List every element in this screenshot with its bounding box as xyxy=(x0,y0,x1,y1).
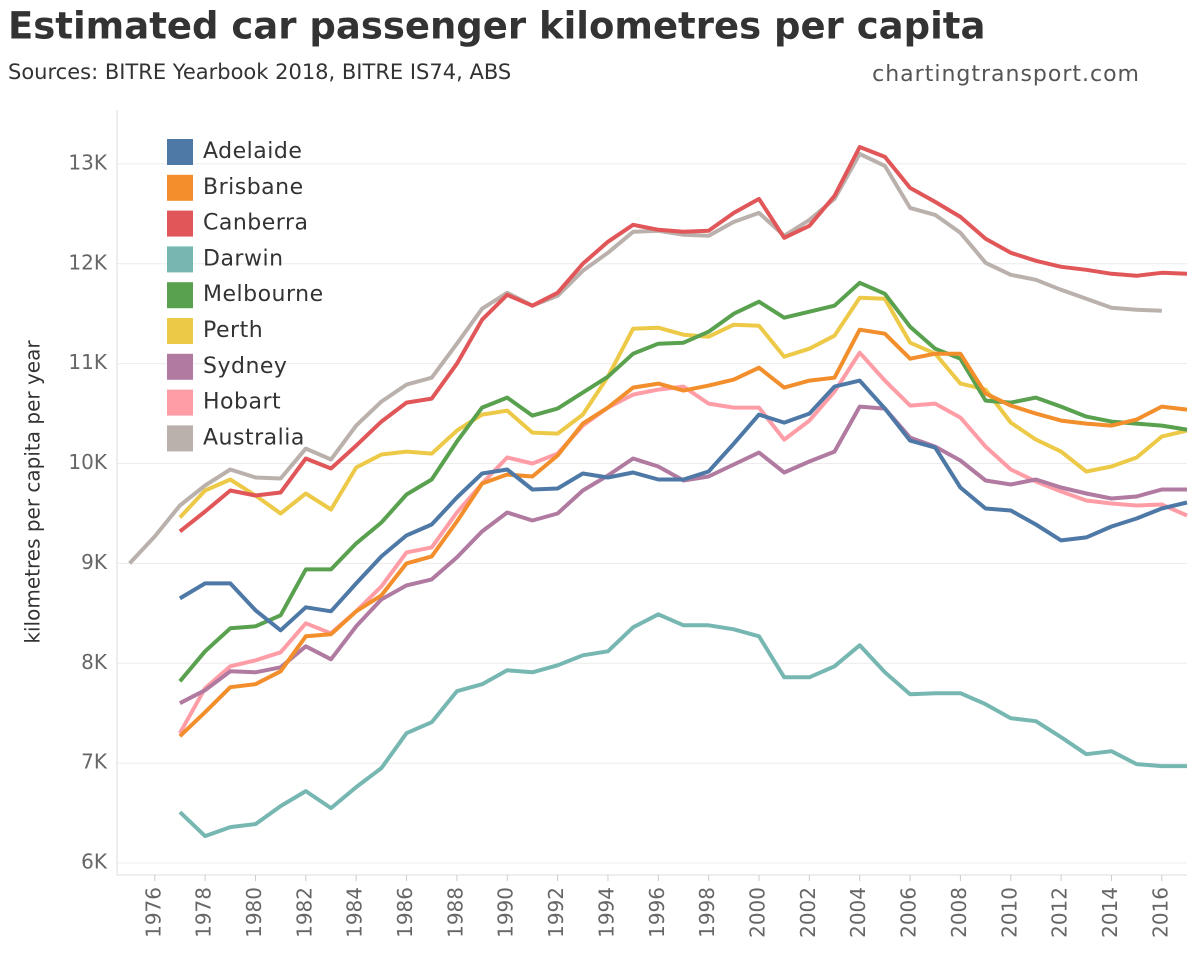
series-line xyxy=(178,350,1188,735)
y-tick-label: 8K xyxy=(81,650,108,674)
series-line xyxy=(178,612,1187,839)
x-tick-label: 1994 xyxy=(594,887,618,938)
x-tick-label: 2014 xyxy=(1098,887,1122,938)
x-tick-label: 2010 xyxy=(997,887,1021,938)
chart-subtitle: Sources: BITRE Yearbook 2018, BITRE IS74… xyxy=(8,60,511,84)
source: chartingtransport.com xyxy=(872,62,1140,87)
x-tick-label: 2012 xyxy=(1048,887,1072,938)
legend-label: Australia xyxy=(203,425,305,450)
y-tick-label: 11K xyxy=(68,350,107,374)
chart-title: Estimated car passenger kilometres per c… xyxy=(8,5,985,48)
legend-swatch xyxy=(167,139,193,165)
y-tick-label: 13K xyxy=(68,150,107,174)
y-tick-label: 6K xyxy=(81,850,108,874)
x-tick-label: 2002 xyxy=(796,887,820,938)
x-tick-label: 1978 xyxy=(192,887,216,938)
x-tick-label: 2000 xyxy=(746,887,770,938)
legend-label: Adelaide xyxy=(203,139,302,164)
series-line xyxy=(178,295,1188,519)
x-tick-label: 1998 xyxy=(695,887,719,938)
legend-label: Canberra xyxy=(203,211,308,236)
x-tick-label: 1996 xyxy=(645,887,669,938)
legend-swatch xyxy=(167,174,193,201)
y-tick-label: 10K xyxy=(68,450,107,474)
legend-label: Hobart xyxy=(203,390,281,415)
legend-swatch xyxy=(167,389,193,416)
x-tick-label: 2004 xyxy=(846,887,870,938)
legend-swatch xyxy=(167,210,193,237)
legend-label: Perth xyxy=(203,318,263,343)
series-line xyxy=(128,151,1162,565)
legend-swatch xyxy=(167,353,193,380)
legend-swatch xyxy=(167,425,193,452)
y-tick-label: 12K xyxy=(68,250,107,274)
y-tick-label: 9K xyxy=(81,550,108,574)
x-tick-label: 2008 xyxy=(947,887,971,938)
x-tick-label: 1990 xyxy=(494,887,518,938)
legend-label: Darwin xyxy=(203,246,284,271)
series-line xyxy=(178,404,1187,705)
legend-swatch xyxy=(167,246,193,273)
legend-label: Brisbane xyxy=(203,175,304,200)
series-line xyxy=(178,378,1188,633)
x-tick-label: 2006 xyxy=(897,887,921,938)
legend-swatch xyxy=(167,318,193,344)
legend-label: Sydney xyxy=(203,354,287,379)
x-tick-label: 1980 xyxy=(242,887,266,938)
series-line xyxy=(178,145,1188,533)
x-tick-label: 1986 xyxy=(393,887,417,938)
series-line xyxy=(178,327,1188,738)
y-axis-label: kilometres per capita per year xyxy=(21,340,45,644)
legend-swatch xyxy=(167,282,193,309)
y-tick-label: 7K xyxy=(81,750,108,774)
x-tick-label: 1984 xyxy=(343,887,367,938)
x-tick-label: 1988 xyxy=(443,887,467,938)
x-tick-label: 1992 xyxy=(544,887,568,938)
series-line xyxy=(178,280,1188,683)
x-tick-label: 1982 xyxy=(292,887,316,938)
x-tick-label: 1976 xyxy=(141,887,165,938)
legend-label: Melbourne xyxy=(203,282,324,307)
x-tick-label: 2016 xyxy=(1148,887,1172,938)
